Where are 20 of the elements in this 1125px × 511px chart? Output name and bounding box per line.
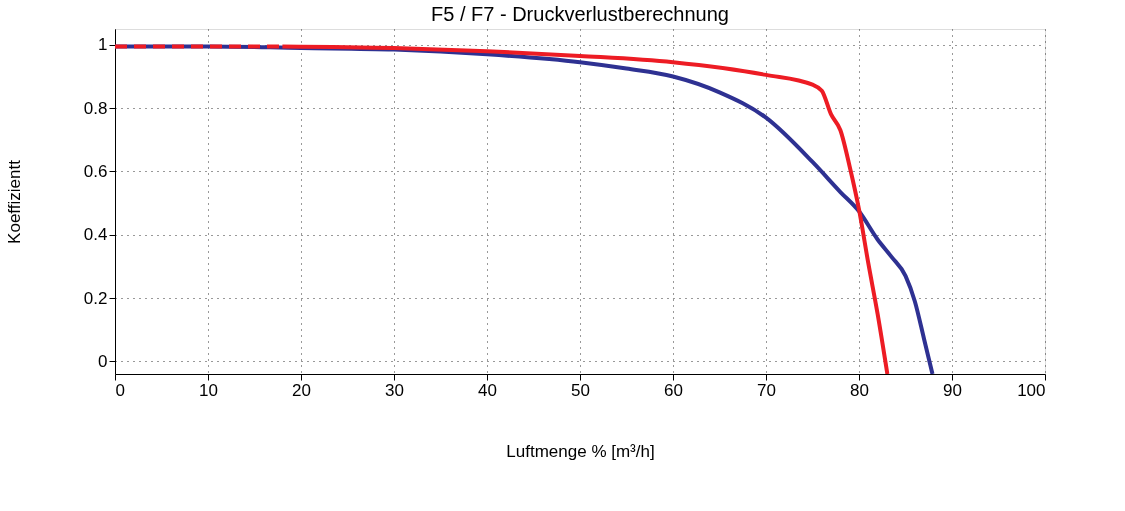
- y-tick-label: 0.4: [83, 225, 108, 245]
- x-tick-label: 90: [943, 380, 962, 400]
- chart-title: F5 / F7 - Druckverlustberechnung: [431, 3, 729, 25]
- x-tick-label: 60: [664, 380, 683, 400]
- x-tick-label: 10: [199, 380, 218, 400]
- y-axis-title: Koeffizientt: [4, 159, 24, 244]
- x-axis-title: Luftmenge % [m³/h]: [506, 441, 655, 461]
- x-tick-label: 40: [478, 380, 497, 400]
- y-tick-label: 0.2: [83, 288, 108, 308]
- y-tick-label: 1: [98, 35, 108, 55]
- x-tick-label: 50: [571, 380, 590, 400]
- x-tick-label: 70: [757, 380, 776, 400]
- x-tick-label: 0: [115, 380, 125, 400]
- x-tick-label: 80: [850, 380, 869, 400]
- y-tick-label: 0.8: [83, 98, 108, 118]
- y-tick-label: 0: [98, 351, 108, 371]
- x-tick-label: 20: [292, 380, 311, 400]
- x-tick-label: 100: [1017, 380, 1046, 400]
- x-tick-label: 30: [385, 380, 404, 400]
- y-tick-label: 0.6: [83, 161, 108, 181]
